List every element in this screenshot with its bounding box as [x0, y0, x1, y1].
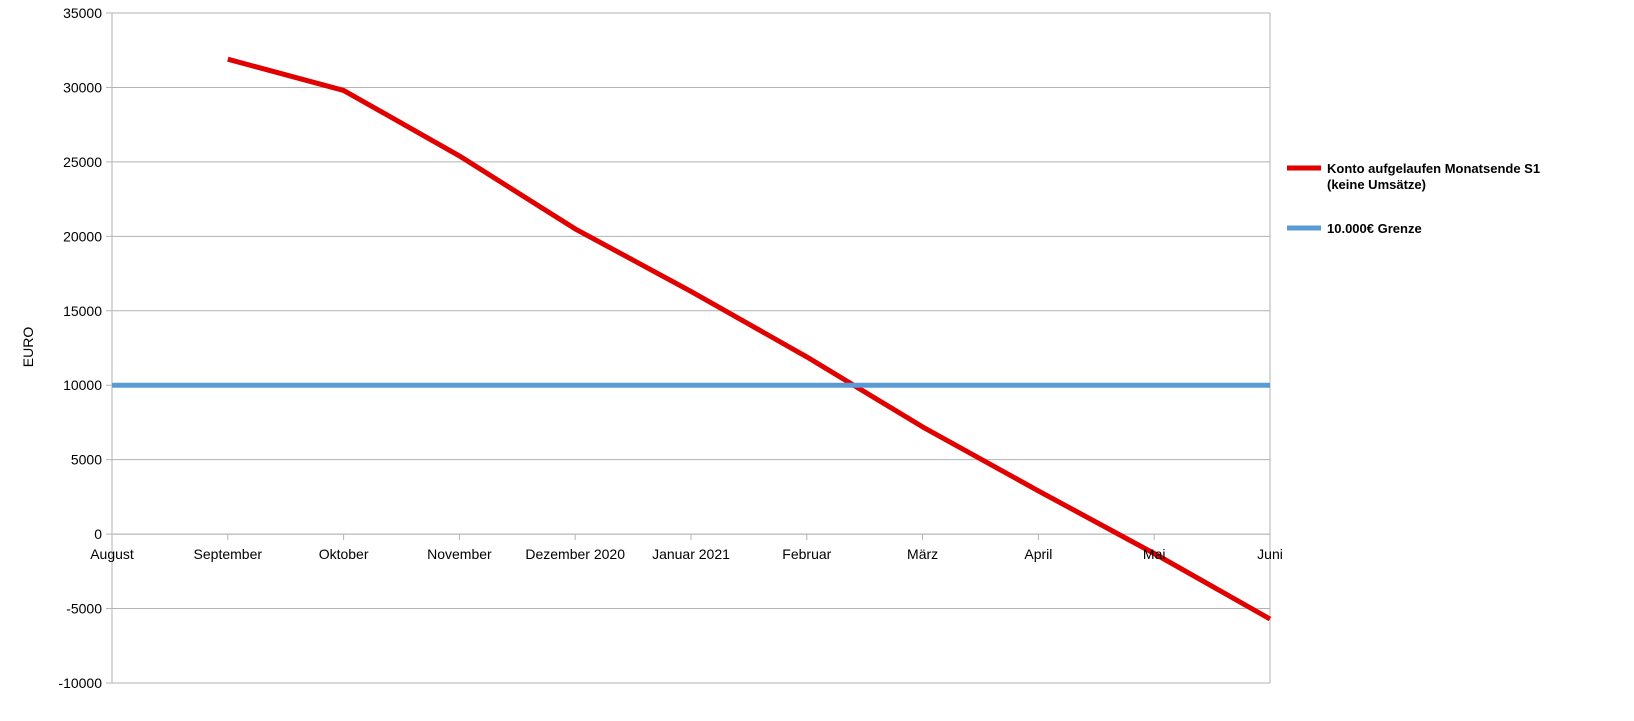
x-tick-label: August [90, 546, 134, 562]
y-axis-title: EURO [20, 327, 36, 368]
x-tick-label: November [427, 546, 492, 562]
legend-label-1: Konto aufgelaufen Monatsende S1 [1327, 161, 1540, 176]
grid-layer [112, 12, 1270, 684]
y-tick-label: 30000 [63, 79, 102, 95]
y-tick-label: 20000 [63, 228, 102, 244]
legend-label-1: (keine Umsätze) [1327, 177, 1426, 192]
legend: Konto aufgelaufen Monatsende S1(keine Um… [1287, 161, 1540, 236]
x-tick-label: März [907, 546, 938, 562]
x-tick-label: April [1024, 546, 1052, 562]
y-tick-label: 15000 [63, 303, 102, 319]
y-tick-label: 0 [94, 526, 102, 542]
y-tick-label: 35000 [63, 5, 102, 21]
legend-label-2: 10.000€ Grenze [1327, 221, 1422, 236]
x-tick-label: Dezember 2020 [525, 546, 625, 562]
x-tick-label: Oktober [319, 546, 369, 562]
y-tick-label: 25000 [63, 154, 102, 170]
x-tick-label: Juni [1257, 546, 1283, 562]
tick-label-layer: -10000 -5000 0 5000 10000 15000 20000 25000 3000… [58, 5, 1282, 691]
y-tick-label: -10000 [58, 675, 102, 691]
series-line-1 [227, 56, 1272, 622]
x-tick-label: Februar [782, 546, 831, 562]
axis-layer [106, 12, 1271, 684]
x-tick-label: Mai [1143, 546, 1166, 562]
y-tick-label: -5000 [66, 601, 102, 617]
y-tick-label: 5000 [71, 452, 102, 468]
series-layer [112, 56, 1272, 622]
x-tick-label: Januar 2021 [652, 546, 730, 562]
x-tick-label: September [194, 546, 263, 562]
y-tick-label: 10000 [63, 377, 102, 393]
